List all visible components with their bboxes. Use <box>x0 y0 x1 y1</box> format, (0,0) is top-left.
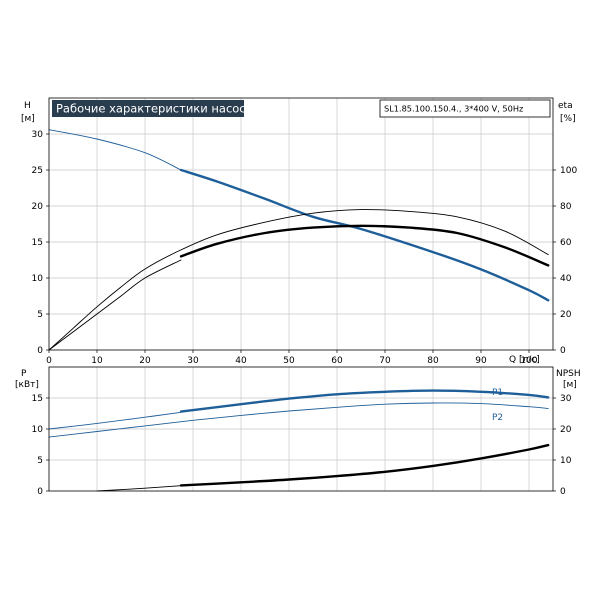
lower-series-line-2 <box>48 402 549 438</box>
chart-title: Рабочие характеристики насоса <box>56 102 253 116</box>
x-tick-label: 60 <box>331 356 343 366</box>
y-right-tick-label: 40 <box>560 274 572 284</box>
y-left-label-upper-unit: [м] <box>21 114 35 124</box>
y-left-tick-label: 10 <box>32 274 44 284</box>
y-left-tick-label: 20 <box>32 202 44 212</box>
lower-curves <box>48 389 550 492</box>
y-left-tick-label: 0 <box>37 346 43 356</box>
y-left-tick-label: 25 <box>32 166 43 176</box>
y-right-tick-label: 20 <box>560 310 572 320</box>
y-right-label-lower-unit: [м] <box>563 380 577 390</box>
y-left-tick-label: 5 <box>37 310 43 320</box>
y-left-tick-label: 15 <box>32 238 43 248</box>
title-box <box>52 100 244 117</box>
upper-series-line-0 <box>48 129 182 171</box>
x-tick-label: 70 <box>379 356 391 366</box>
y-left-tick-label: 0 <box>37 487 43 497</box>
upper-series-line-1 <box>179 168 550 302</box>
y-right-label-upper-symbol: eta <box>558 101 573 111</box>
model-label: SL1.85.100.150.4., 3*400 V, 50Hz <box>384 104 523 114</box>
y-right-tick-label: 80 <box>560 202 572 212</box>
y-right-tick-label: 0 <box>560 346 566 356</box>
y-right-tick-label: 60 <box>560 238 572 248</box>
x-axis-label: Q [л/с] <box>509 355 540 365</box>
series-label-p2: P2 <box>492 413 503 423</box>
y-left-label-lower-unit: [кВт] <box>15 380 39 390</box>
lower-series-line-4 <box>179 443 550 487</box>
y-right-tick-label: 30 <box>560 394 572 404</box>
upper-grid <box>46 98 556 353</box>
x-tick-label: 40 <box>235 356 247 366</box>
lower-series-line-1 <box>179 389 550 413</box>
y-left-label-lower-symbol: P <box>21 369 27 379</box>
y-left-tick-label: 30 <box>32 130 44 140</box>
y-left-label-upper-symbol: H <box>24 101 31 111</box>
y-left-tick-label: 10 <box>32 425 44 435</box>
y-right-tick-label: 20 <box>560 425 572 435</box>
y-left-tick-label: 5 <box>37 456 43 466</box>
upper-plot-frame <box>48 97 554 351</box>
x-tick-label: 90 <box>475 356 487 366</box>
y-right-tick-label: 100 <box>560 166 577 176</box>
upper-series-line-3 <box>48 259 182 351</box>
tick-labels: 0 10 20 30 40 50 60 70 80 90 100051015202530020406… <box>32 130 578 497</box>
x-tick-label: 100 <box>520 356 537 366</box>
x-tick-label: 30 <box>187 356 199 366</box>
y-right-label-upper-unit: [%] <box>560 114 576 124</box>
x-tick-label: 10 <box>91 356 103 366</box>
y-right-label-lower-symbol: NPSH <box>556 369 581 379</box>
upper-series-line-4 <box>179 224 550 267</box>
lower-series-line-0 <box>48 411 182 430</box>
y-right-tick-label: 10 <box>560 456 572 466</box>
lower-series-line-3 <box>96 485 182 492</box>
lower-grid <box>46 367 556 492</box>
upper-series-line-2 <box>48 209 549 351</box>
model-box <box>379 99 551 118</box>
x-tick-label: 50 <box>283 356 295 366</box>
x-tick-label: 0 <box>46 356 52 366</box>
x-tick-label: 20 <box>139 356 151 366</box>
y-right-tick-label: 0 <box>560 487 566 497</box>
y-left-tick-label: 15 <box>32 394 43 404</box>
lower-plot-frame <box>48 366 554 492</box>
upper-curves <box>48 129 550 351</box>
series-label-p1: P1 <box>492 388 503 398</box>
x-tick-label: 80 <box>427 356 439 366</box>
